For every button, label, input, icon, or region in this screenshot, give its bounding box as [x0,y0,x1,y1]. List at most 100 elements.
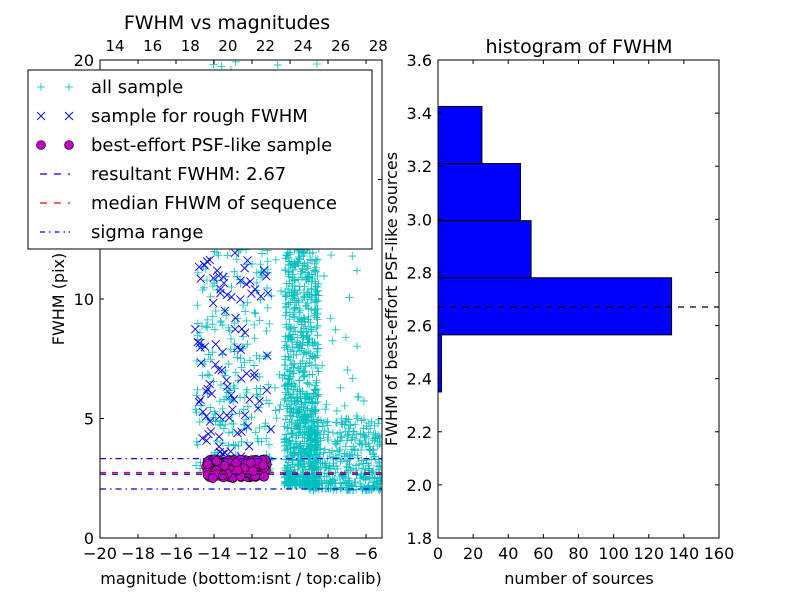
x-marker [223,382,232,391]
histogram-y-tick-label: 3.0 [407,210,432,229]
histogram-x-tick-label: 100 [598,544,629,563]
plus-marker [287,453,296,462]
plus-marker [370,421,379,430]
plus-marker [290,323,299,332]
plus-marker [313,331,322,340]
plus-marker [206,292,215,301]
x-marker [245,395,254,404]
plus-marker [289,330,298,339]
plus-marker [275,370,284,379]
plus-marker [322,418,331,427]
plus-marker [230,267,239,276]
plus-marker [239,332,248,341]
plus-marker [255,354,264,363]
plus-marker [289,405,298,414]
plus-marker [295,366,304,375]
plus-marker [229,419,238,428]
plus-marker [214,251,223,260]
legend-entry: all sample [37,77,183,98]
plus-marker [209,60,218,69]
scatter-points [190,60,382,495]
histogram-x-tick-label: 80 [568,544,588,563]
plus-marker [305,380,314,389]
plus-marker [271,406,280,415]
x-marker [255,396,264,406]
plus-marker [195,417,204,426]
x-marker [218,347,227,357]
plus-marker [332,485,341,494]
histogram-y-tick-label: 2.2 [407,423,432,442]
plus-marker [296,387,305,396]
plus-marker [304,318,313,327]
plus-marker [198,371,207,380]
x-marker [240,410,250,420]
plus-marker [351,420,360,429]
x-marker [219,278,229,288]
x-marker [243,422,253,431]
plus-marker [230,347,239,356]
x-marker [244,442,254,451]
scatter-x-tick-label: −16 [159,544,193,563]
plus-marker [353,266,362,275]
histogram-x-tick-label: 160 [704,544,735,563]
plus-marker [333,464,342,473]
x-marker [36,111,46,121]
x-marker [236,276,245,286]
plus-marker [281,303,290,312]
x-marker [224,413,234,423]
plus-marker [265,319,274,328]
x-marker [250,368,259,378]
plus-marker [307,325,316,334]
plus-marker [341,427,350,436]
plus-marker [310,436,319,445]
plus-marker [226,334,235,343]
plus-marker [370,436,379,445]
plus-marker [295,376,304,385]
plus-marker [343,365,352,374]
plus-marker [316,458,325,467]
scatter-top-x-tick-label: 28 [369,37,388,55]
plus-marker [345,293,354,302]
x-marker [259,266,269,275]
x-marker [202,387,211,396]
plus-marker [295,444,304,453]
plus-marker [303,404,312,413]
x-marker [196,343,205,352]
x-marker [202,436,211,445]
plus-marker [284,270,293,279]
plus-marker [251,309,260,318]
plus-marker [337,455,346,464]
x-marker [253,403,263,413]
plus-marker [219,424,228,433]
plus-marker [324,427,333,436]
x-marker [203,384,212,394]
plus-marker [252,268,261,277]
plus-marker [278,374,287,383]
plus-marker [311,458,320,467]
x-marker [247,289,256,298]
plus-marker [223,251,232,260]
plus-marker [320,476,329,485]
plus-marker [290,275,299,284]
scatter-x-tick-label: −14 [197,544,231,563]
plus-marker [308,248,317,257]
plus-marker [285,436,294,445]
histogram-y-tick-label: 2.8 [407,263,432,282]
plus-marker [206,403,215,412]
plus-marker [280,360,289,369]
scatter-y-tick-label: 20 [74,51,94,70]
plus-marker [204,350,213,359]
plus-marker [297,315,306,324]
plus-marker [349,464,358,473]
x-marker [196,358,206,368]
plus-marker [289,369,298,378]
plus-marker [322,400,331,409]
plus-marker [313,392,322,401]
x-marker [231,313,240,323]
plus-marker [360,483,369,492]
plus-marker [237,437,246,446]
plus-marker [243,402,252,411]
histogram-x-label: number of sources [504,569,654,588]
plus-marker [338,420,347,429]
plus-marker [230,319,239,328]
